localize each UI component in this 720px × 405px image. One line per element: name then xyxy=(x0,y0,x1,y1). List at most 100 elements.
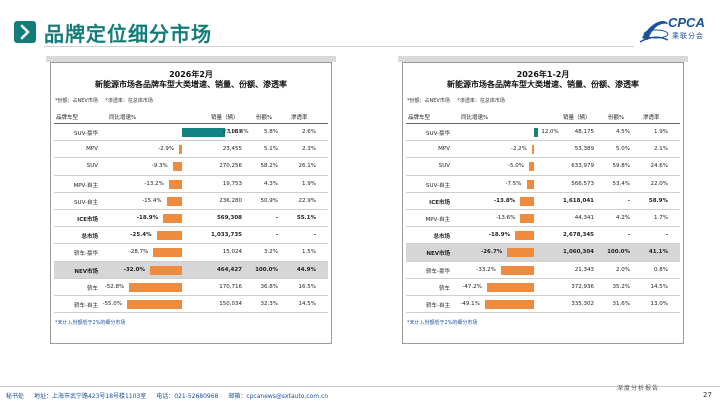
row-share: - xyxy=(275,214,278,221)
col-head-penetration: 渗透率 xyxy=(291,115,308,121)
col-head-growth: 同比增速% xyxy=(109,115,137,121)
row-growth: -15.4% xyxy=(142,197,162,204)
row-share: 32.3% xyxy=(260,300,278,307)
row-share: 59.8% xyxy=(612,163,630,170)
header-rule xyxy=(54,123,328,124)
table-row: 轿车 -47.2% 372,936 35.2% 14.5% xyxy=(406,279,680,296)
row-penetration: 1.9% xyxy=(654,129,668,135)
row-penetration: 1.7% xyxy=(654,214,668,221)
row-share: 53.4% xyxy=(612,180,630,187)
row-penetration: 2.3% xyxy=(302,146,316,153)
note-share: *份额：占NEV市场 xyxy=(407,98,450,104)
panel-frame xyxy=(398,56,688,62)
row-volume: 27,069 xyxy=(222,129,242,135)
col-head-share: 份额% xyxy=(256,115,273,121)
row-growth: -2.2% xyxy=(510,146,527,153)
table-row: MPV-自主 -13.6% 44,341 4.2% 1.7% xyxy=(406,210,680,228)
panel-footnote: *未计入份额低于2%的细分市场 xyxy=(55,320,126,326)
row-volume: 23,455 xyxy=(222,146,242,153)
row-penetration: 24.6% xyxy=(650,163,668,170)
row-name: 轿车-自主 xyxy=(426,302,450,309)
row-growth: -47.2% xyxy=(462,283,482,290)
table-row: 轿车-豪华 -33.2% 21,343 2.0% 0.8% xyxy=(406,262,680,279)
row-volume: 236,280 xyxy=(219,197,242,204)
chevron-right-icon xyxy=(14,21,36,43)
row-growth: -18.9% xyxy=(488,232,511,239)
row-penetration: 16.5% xyxy=(298,283,316,290)
col-head-volume: 销量（辆） xyxy=(563,115,591,121)
growth-bar xyxy=(526,179,534,189)
growth-bar xyxy=(484,299,534,309)
row-name: NEV市场 xyxy=(74,268,98,275)
row-growth: -52.8% xyxy=(104,283,125,290)
page-title: 品牌定位细分市场 xyxy=(44,22,212,46)
panel-note: *份额：占NEV市场 *渗透率：在总体市场 xyxy=(407,97,511,104)
note-penetration: *渗透率：在总体市场 xyxy=(105,98,153,104)
growth-bar xyxy=(129,282,182,292)
row-volume: 566,573 xyxy=(571,180,594,187)
row-growth: -18.9% xyxy=(136,214,159,221)
row-penetration: 58.9% xyxy=(648,197,668,204)
row-penetration: 55.1% xyxy=(296,214,316,221)
row-penetration: 22.0% xyxy=(650,180,668,187)
growth-bar xyxy=(182,128,225,137)
growth-bar xyxy=(127,299,182,309)
row-growth: -26.7% xyxy=(480,249,503,256)
row-volume: 464,427 xyxy=(216,266,242,273)
row-volume: 21,343 xyxy=(574,266,594,273)
row-name: 轿车-豪华 xyxy=(426,268,450,275)
row-volume: 44,341 xyxy=(574,214,594,221)
page-number: 27 xyxy=(703,391,712,399)
row-volume: 150,034 xyxy=(219,300,242,307)
table-row: NEV市场 -32.0% 464,427 100.0% 44.9% xyxy=(54,261,328,279)
row-penetration: 13.0% xyxy=(650,300,668,307)
row-volume: 1,060,304 xyxy=(563,249,594,256)
row-penetration: 22.9% xyxy=(298,197,316,204)
panel-note: *份额：占NEV市场 *渗透率：在总体市场 xyxy=(55,97,159,104)
row-volume: 633,979 xyxy=(571,163,594,170)
footer-contact: 秘书处 地址：上海市武宁路423号18号楼1103室 电话：021-526809… xyxy=(6,391,336,400)
row-growth: -33.2% xyxy=(476,266,496,273)
col-head-volume: 销量（辆） xyxy=(211,115,239,121)
row-growth: -5.0% xyxy=(508,163,524,170)
panel-title: 新能源市场各品牌车型大类增速、销量、份额、渗透率 xyxy=(95,80,287,89)
table-row: SUV-豪华 118.6% 27,069 5.8% 2.6% xyxy=(54,124,328,142)
panel-period: 2026年1-2月 xyxy=(516,70,570,79)
row-share: 2.0% xyxy=(616,266,630,273)
row-volume: 2,678,345 xyxy=(563,232,594,239)
row-name: MPV xyxy=(438,146,450,153)
row-growth: 12.0% xyxy=(541,129,559,135)
table-row: SUV -9.3% 270,256 58.2% 26.1% xyxy=(54,158,328,176)
row-name: 轿车 xyxy=(438,285,450,292)
table-row: NEV市场 -26.7% 1,060,304 100.0% 41.1% xyxy=(406,244,680,262)
footer-report-label: 深度分析报告 xyxy=(617,385,660,392)
row-penetration: 41.1% xyxy=(648,249,668,256)
row-share: 36.8% xyxy=(260,283,278,290)
row-name: SUV xyxy=(438,163,450,170)
table-row: ICE市场 -18.9% 569,308 - 55.1% xyxy=(54,210,328,228)
growth-bar xyxy=(534,128,539,137)
panel-jan-feb: 2026年1-2月 新能源市场各品牌车型大类增速、销量、份额、渗透率 *份额：占… xyxy=(402,62,684,344)
footer-org: 秘书处 xyxy=(6,393,25,400)
table-row: SUV-豪华 12.0% 48,175 4.5% 1.9% xyxy=(406,124,680,142)
table-row: 轿车 -52.8% 170,716 36.8% 16.5% xyxy=(54,279,328,296)
growth-bar xyxy=(515,231,534,241)
header-rule xyxy=(406,123,680,124)
row-name: ICE市场 xyxy=(77,216,98,223)
growth-bar xyxy=(153,248,182,258)
growth-bar xyxy=(520,196,534,206)
note-share: *份额：占NEV市场 xyxy=(55,98,98,104)
growth-bar xyxy=(156,231,182,241)
row-volume: 53,389 xyxy=(574,146,594,153)
table-row: MPV -2.9% 23,455 5.1% 2.3% xyxy=(54,141,328,159)
row-share: 5.8% xyxy=(264,129,278,135)
footer-email: 邮箱：cpcanews@sxtauto.com.cn xyxy=(228,393,329,400)
row-name: SUV-自主 xyxy=(426,182,450,189)
cpca-logo-icon xyxy=(639,20,669,43)
panel-title: 新能源市场各品牌车型大类增速、销量、份额、渗透率 xyxy=(447,80,639,89)
row-share: 58.2% xyxy=(260,163,278,170)
row-name: SUV xyxy=(86,163,98,170)
panel-period: 2026年2月 xyxy=(169,70,213,79)
row-growth: -25.4% xyxy=(130,232,152,239)
row-penetration: 2.1% xyxy=(654,146,668,153)
